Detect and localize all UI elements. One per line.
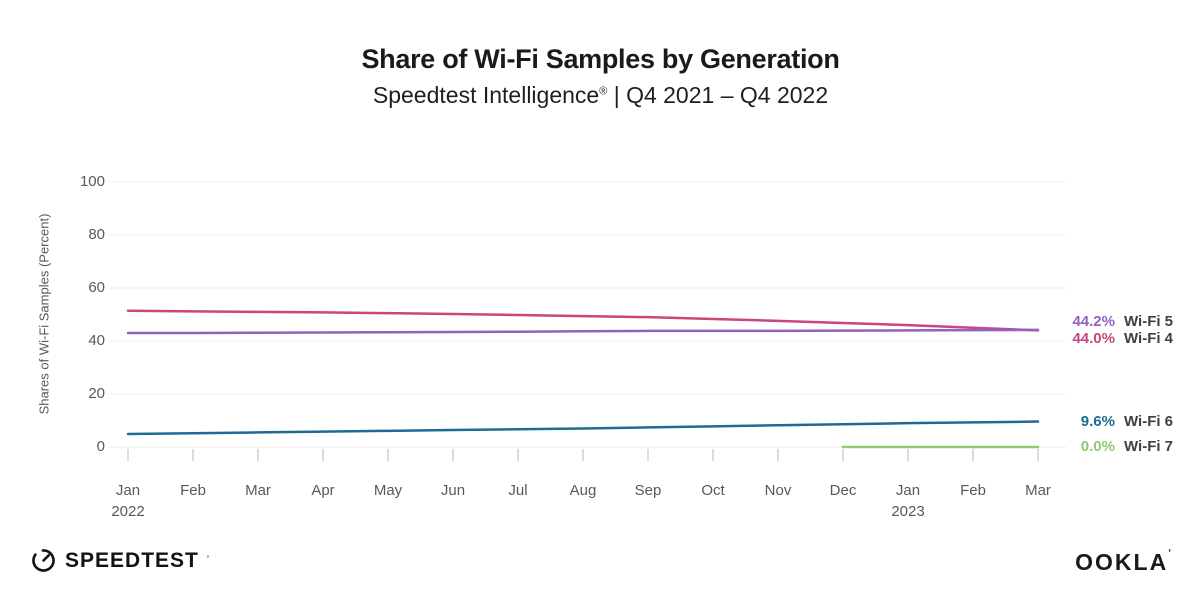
legend-end-label-wi-fi-4: 44.0% Wi-Fi 4 [1070,330,1201,347]
month-label: Jun [440,482,466,499]
month-label: Jan [115,482,141,499]
y-tick-label: 0 [96,438,105,455]
legend-end-label-wi-fi-6: 9.6% Wi-Fi 6 [1070,413,1201,430]
series-line-wi-fi-4 [126,309,1040,332]
x-tick-label: Aug [551,480,615,501]
month-label: Apr [311,482,335,499]
speedtest-trademark: ʼ [206,554,210,566]
legend-value: 44.0% [1072,329,1115,347]
x-tick-label: Jul [486,480,550,501]
speedtest-wordmark: SPEEDTEST [65,548,199,572]
y-tick-label: 80 [88,226,105,243]
y-tick-label: 20 [88,385,105,402]
legend-series-name: Wi-Fi 4 [1124,329,1174,347]
legend-series-name: Wi-Fi 6 [1124,412,1174,430]
speedtest-logo: SPEEDTEST ʼ [30,547,209,574]
x-tick-label: May [356,480,420,501]
month-label: Feb [960,482,986,499]
x-tick-label: Dec [811,480,875,501]
x-tick-label: Jun [421,480,485,501]
month-label: May [373,482,403,499]
y-tick-label: 40 [88,332,105,349]
registered-mark: ® [599,85,608,98]
legend-value: 44.2% [1072,312,1115,330]
x-tick-label: Jan 2023 [876,480,940,522]
month-label: Aug [569,482,597,499]
month-label: Feb [180,482,206,499]
speedtest-gauge-icon [32,549,55,572]
x-tick-label: Mar [1006,480,1070,501]
chart-title: Share of Wi-Fi Samples by Generation [361,44,840,74]
legend-value: 0.0% [1080,438,1115,455]
x-tick-label: Feb [161,480,225,501]
legend-end-label-wi-fi-7: 0.0% Wi-Fi 7 [1070,438,1201,455]
legend-series-name: Wi-Fi 7 [1124,438,1174,455]
x-tick-label: Oct [681,480,745,501]
month-label: Nov [764,482,792,499]
month-label: Jan [895,482,921,499]
ookla-wordmark: OOKLA [1075,549,1169,575]
x-tick-label: Apr [291,480,355,501]
month-label: Mar [245,482,271,499]
series-line-wi-fi-5 [126,328,1040,335]
subtitle-brand: Speedtest Intelligence [372,82,600,108]
legend-end-label-wi-fi-5: 44.2% Wi-Fi 5 [1070,313,1201,330]
ookla-logo: OOKLAʼ [1075,549,1173,576]
legend-series-name: Wi-Fi 5 [1124,312,1174,330]
year-label: 2023 [891,503,925,520]
month-label: Dec [829,482,857,499]
y-tick-label: 100 [79,173,105,190]
year-label: 2022 [111,503,145,520]
x-tick-label: Feb [941,480,1005,501]
x-tick-label: Sep [616,480,680,501]
month-label: Jul [508,482,528,499]
y-tick-label: 60 [88,279,105,296]
ookla-trademark: ʼ [1168,548,1173,559]
legend-value: 9.6% [1080,412,1115,430]
x-tick-label: Nov [746,480,810,501]
month-label: Oct [701,482,725,499]
x-tick-label: Mar [226,480,290,501]
chart-subtitle: Speedtest Intelligence® | Q4 2021 – Q4 2… [0,82,1201,109]
subtitle-range: | Q4 2021 – Q4 2022 [607,82,829,108]
month-label: Sep [634,482,662,499]
series-line-wi-fi-6 [126,420,1040,436]
month-label: Mar [1025,482,1051,499]
x-tick-label: Jan 2022 [96,480,160,522]
